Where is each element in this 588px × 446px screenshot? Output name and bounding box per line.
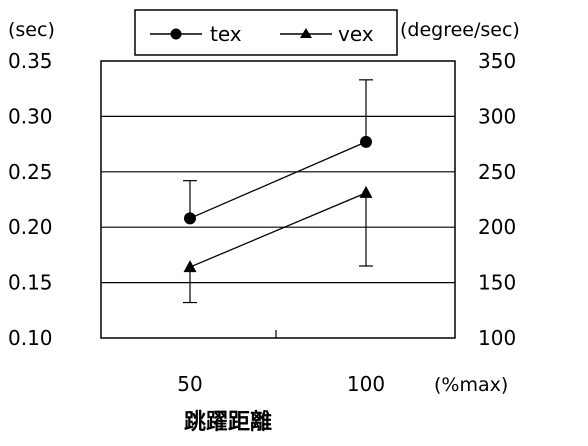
legend-tex-marker <box>170 28 182 40</box>
legend-vex-label: vex <box>338 22 374 46</box>
left-tick-label: 0.15 <box>8 271 53 295</box>
data-point-vex <box>183 260 197 273</box>
left-tick-label: 0.35 <box>8 49 53 73</box>
left-tick-label: 0.20 <box>8 215 53 239</box>
right-tick-label: 100 <box>478 326 516 350</box>
x-axis-title: 跳躍距離 <box>184 409 272 435</box>
legend: tex vex <box>134 9 398 56</box>
x-tick-label: 50 <box>177 372 202 396</box>
data-point-tex <box>360 135 372 148</box>
series-line-tex <box>189 141 367 219</box>
grid-lines <box>101 115 455 338</box>
right-tick-label: 300 <box>478 104 516 128</box>
x-tick-label: 100 <box>347 372 385 396</box>
right-tick-label: 250 <box>478 160 516 184</box>
series-line-vex <box>189 192 367 268</box>
right-tick-label: 150 <box>478 271 516 295</box>
right-axis-unit: (degree/sec) <box>400 19 520 41</box>
x-axis-unit: (%max) <box>434 374 508 396</box>
legend-vex-marker <box>300 28 312 38</box>
left-tick-label: 0.10 <box>8 326 53 350</box>
left-tick-label: 0.30 <box>8 104 53 128</box>
data-point-tex <box>184 212 196 225</box>
left-tick-label: 0.25 <box>8 160 53 184</box>
right-tick-label: 200 <box>478 215 516 239</box>
data-point-vex <box>359 185 373 198</box>
right-tick-label: 350 <box>478 49 516 73</box>
data-marks <box>183 79 373 304</box>
legend-tex-label: tex <box>210 22 242 46</box>
left-axis-unit: (sec) <box>8 19 55 41</box>
plot-area <box>100 60 456 339</box>
